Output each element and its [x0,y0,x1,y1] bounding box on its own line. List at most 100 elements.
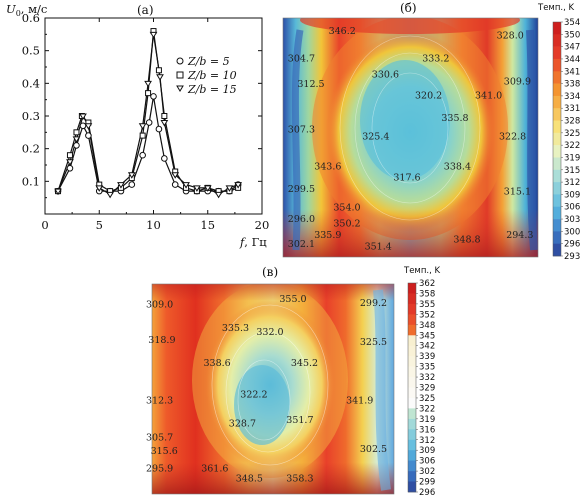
colorbar-tick-label: 358 [419,289,435,299]
colorbar-swatch [408,460,416,472]
data-point-circle [73,142,80,149]
data-point-triangle [156,74,164,81]
colorbar-frame [552,21,562,257]
data-point-triangle [127,172,136,179]
temperature-value: 333.2 [422,54,449,65]
colorbar-tick-label: 328 [564,117,580,127]
line-chart-panel-a: 0 5 10 15 20 0.1 0.2 0.3 0.4 0.5 0.6 (а) U0, м/с f… [6,2,269,249]
temperature-value: 325.4 [362,132,389,143]
data-point-triangle [214,191,223,199]
temperature-value: 305.7 [146,432,173,443]
data-point-triangle [54,188,62,196]
y-tick-label: 0.6 [22,11,40,25]
colorbar-tick-label: 293 [564,252,580,262]
colorbar-tick-label: 354 [564,18,580,28]
temperature-value: 328.7 [229,419,256,430]
colorbar-tick-label: 303 [564,215,580,225]
colorbar-swatch [408,366,416,378]
colorbar-tick-label: 329 [419,384,435,394]
colorbar-tick-label: 306 [419,457,435,467]
temperature-value: 294.3 [506,230,533,241]
chart-plot-frame [44,17,263,215]
x-tick-label: 15 [200,218,215,232]
temperature-value: 322.2 [240,389,267,400]
data-point-triangle [203,185,212,192]
colorbar-swatch [408,439,416,451]
colorbar-swatch [553,132,561,146]
data-point-circle [128,181,136,188]
temperature-value: 351.7 [286,415,313,426]
temperature-value: 345.2 [291,358,318,369]
temperature-value: 338.6 [204,358,231,369]
temperature-value: 318.9 [148,335,175,346]
colorbar-swatch [553,95,561,109]
colorbar-tick-label: 362 [419,279,435,289]
y-axis-label: U0, м/с [6,2,47,18]
colorbar-swatch [553,46,561,60]
temperature-value: 346.2 [329,26,356,37]
data-point-triangle [144,80,152,88]
colorbar-tick-label: 331 [564,104,580,114]
colorbar-swatch [408,314,416,326]
temperature-value: 361.6 [201,464,228,475]
colorbar-tick-label: 312 [564,178,580,188]
temperature-value: 335.8 [441,113,468,124]
temperature-value: 299.2 [360,298,387,309]
data-point-square [161,113,168,119]
colorbar-tick-label: 315 [564,166,580,176]
colorbar-swatch [553,243,561,257]
data-point-triangle [79,113,87,120]
temperature-value: 317.6 [393,173,420,184]
colorbar-tick-label: 325 [419,394,435,404]
temperature-value: 315.1 [504,187,531,198]
data-point-triangle [182,182,190,189]
svg-text:Z/b = 5: Z/b = 5 [187,55,230,68]
data-point-circle [150,93,157,100]
x-axis-label: f, Гц [239,235,267,249]
temperature-value: 322.8 [499,132,526,143]
colorbar-title-c: Темп., K [403,266,440,276]
temperature-value: 295.9 [146,464,173,475]
legend-entry-zb15: Z/b = 15 [176,83,237,96]
colorbar-tick-label: 296 [564,240,580,250]
colorbar-swatch [408,397,416,409]
data-point-triangle [193,185,201,192]
colorbar-swatch [553,108,561,121]
data-point-triangle [95,185,104,192]
data-point-square [66,152,73,159]
temperature-value: 312.3 [146,395,173,406]
colorbar-swatch [408,450,416,461]
temperature-value: 309.0 [146,300,173,311]
data-point-triangle [225,185,234,192]
colorbar-c: 3623583553523483453423393353323293253223… [407,279,435,497]
y-tick-label: 0.5 [22,44,40,58]
colorbar-swatch [553,71,561,84]
data-point-circle [66,164,74,172]
data-point-square [73,129,80,136]
data-point-circle [85,132,92,139]
colorbar-swatch [408,283,416,294]
data-point-circle [145,119,153,126]
thermal-map-panel-b: (б) 346.2 328.0333.2304.7330.6309.9312.53… [282,1,580,262]
temperature-value: 341.0 [475,90,502,101]
colorbar-tick-label: 299 [419,478,435,488]
data-point-triangle [160,120,169,127]
data-point-triangle [171,172,180,179]
colorbar-swatch [553,194,561,207]
colorbar-tick-label: 341 [564,67,580,77]
temperature-value: 354.0 [333,203,360,214]
colorbar-swatch [553,157,561,171]
colorbar-swatch [408,481,416,493]
temperature-value: 338.4 [444,161,471,172]
data-point-square [139,132,146,139]
colorbar-swatch [408,293,416,305]
colorbar-tick-label: 338 [564,80,580,90]
thermal-values-b: 346.2 328.0 333.2 304.7 330.6 309.9 312.5 320.2… [288,26,534,252]
series-line-1 [57,96,239,192]
colorbar-tick-label: 344 [564,55,580,65]
colorbar-tick-label: 352 [419,310,435,320]
colorbar-tick-label: 348 [419,321,435,331]
data-point-circle [161,155,168,162]
colorbar-tick-label: 302 [419,467,435,477]
